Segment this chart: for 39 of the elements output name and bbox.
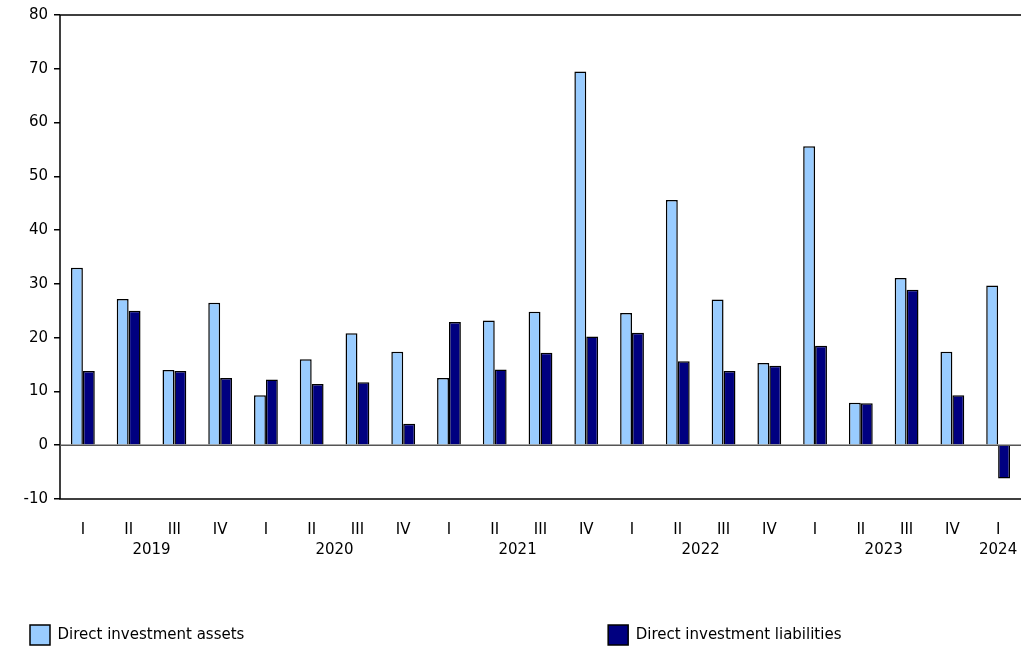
x-tick-label: III	[716, 519, 731, 538]
x-tick-label: II	[124, 519, 134, 538]
y-tick-label: 60	[28, 112, 48, 131]
x-tick-label: III	[350, 519, 365, 538]
legend-label: Direct investment liabilities	[635, 624, 842, 643]
text: 2020	[315, 540, 354, 559]
text: 2021	[498, 540, 537, 559]
text: 2023	[864, 540, 903, 559]
x-tick-label: IV	[395, 519, 412, 538]
y-tick-label: 70	[28, 58, 48, 77]
x-tick-label: III	[899, 519, 914, 538]
x-tick-label: IV	[578, 519, 595, 538]
text: 2022	[681, 540, 720, 559]
x-tick-label: II	[490, 519, 500, 538]
y-tick-label: 80	[28, 4, 48, 23]
x-tick-label: I	[812, 519, 818, 538]
y-tick-label: 0	[38, 435, 48, 454]
y-tick-label: 40	[28, 220, 48, 238]
x-tick-label: II	[673, 519, 683, 538]
x-tick-label: II	[307, 519, 317, 538]
y-tick-label: 20	[28, 327, 48, 346]
x-tick-label: IV	[212, 519, 229, 538]
legend-label: Direct investment assets	[57, 624, 579, 643]
y-tick-label: 50	[28, 166, 48, 185]
y-tick-label: -10	[23, 488, 48, 507]
x-tick-label: IV	[761, 519, 778, 538]
x-tick-label: I	[629, 519, 635, 538]
text: 2024	[979, 540, 1018, 559]
x-tick-label: I	[995, 519, 1001, 538]
y-tick-label: 30	[28, 273, 48, 292]
x-tick-label: II	[856, 519, 866, 538]
y-tick-label: 10	[28, 381, 48, 400]
x-tick-label: III	[167, 519, 182, 538]
x-tick-label: IV	[945, 519, 961, 538]
x-tick-label: I	[446, 519, 452, 538]
x-tick-label: III	[533, 519, 548, 538]
text: 2019	[132, 540, 171, 559]
x-tick-label: I	[80, 519, 86, 538]
x-tick-label: I	[263, 519, 269, 538]
